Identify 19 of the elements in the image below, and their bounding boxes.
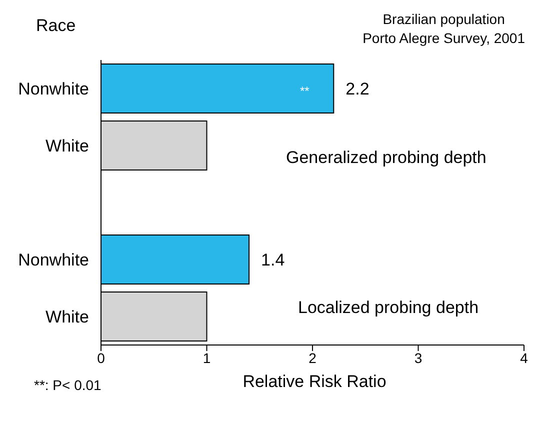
x-tick-label: 1: [202, 350, 211, 366]
y-tick-label: Nonwhite: [18, 250, 89, 270]
x-tick-label: 0: [97, 350, 106, 366]
data-label: 1.4: [261, 250, 285, 270]
y-tick-label: White: [46, 136, 89, 156]
annotation: Generalized probing depth: [286, 148, 486, 168]
y-tick-label: White: [46, 308, 89, 327]
data-label: 2.2: [346, 80, 370, 99]
y-axis-title: Race: [36, 16, 76, 36]
x-axis-title: Relative Risk Ratio: [242, 372, 388, 392]
x-tick-label: 4: [520, 350, 528, 366]
text: **: P< 0.01: [34, 377, 102, 393]
chart-subtitle: Porto Alegre Survey, 2001: [362, 29, 525, 48]
annotation: **: [300, 84, 310, 98]
x-tick-label: 3: [414, 350, 422, 366]
annotation: Localized probing depth: [298, 298, 479, 318]
y-tick-label: Nonwhite: [18, 80, 89, 99]
chart-title: Brazilian population: [382, 10, 506, 29]
x-tick-label: 2: [308, 350, 317, 366]
